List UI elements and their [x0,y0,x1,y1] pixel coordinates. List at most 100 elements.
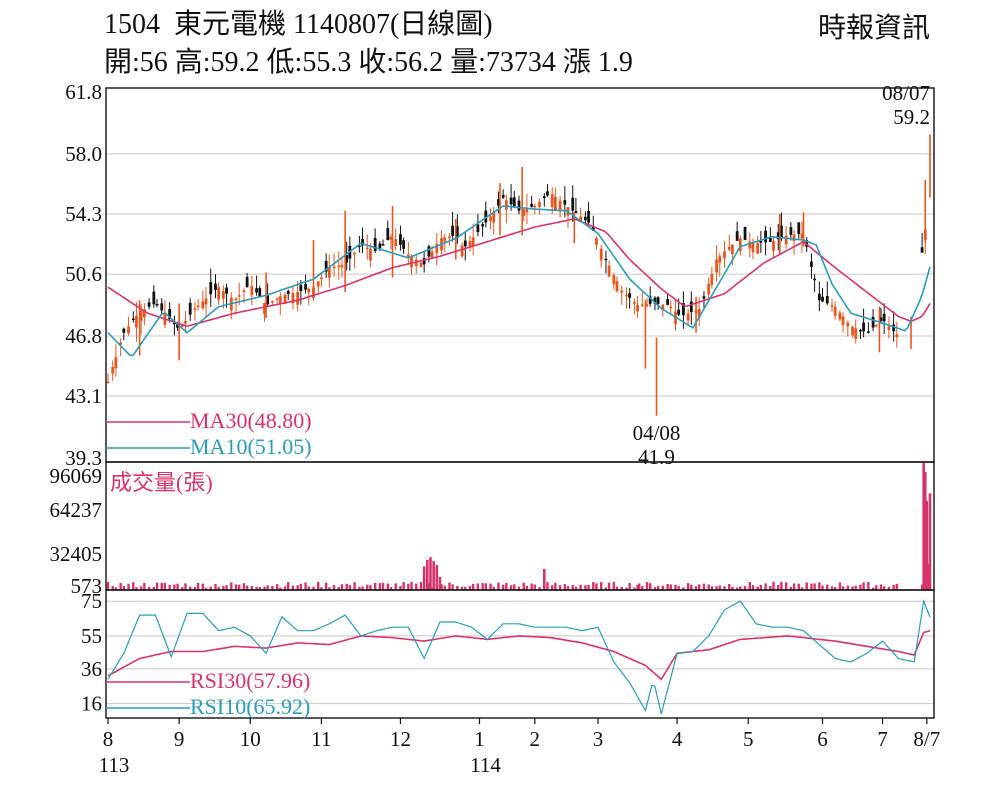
candle-body [271,301,274,303]
volume-bar [337,587,340,590]
volume-bar [797,583,800,590]
candle-body [142,309,146,318]
volume-bar [152,586,156,590]
volume-bar [230,582,233,590]
price-tick-label: 39.3 [65,446,102,470]
candle-body [731,244,734,255]
volume-bar [111,586,114,590]
candle-body [735,231,739,241]
candle-body [587,210,590,223]
volume-bar [283,586,287,590]
candle-body [879,317,883,322]
volume-spike-bar [435,565,439,590]
volume-bar [266,585,269,590]
candle-body [591,226,595,231]
volume-bar [833,587,837,590]
volume-bar [554,582,557,590]
volume-spike-bar [438,576,442,590]
candle-body [188,302,192,315]
volume-bar [443,585,446,590]
candle-body [160,303,164,311]
volume-spike-bar [922,462,925,590]
candle-body [399,234,402,245]
candle-body [595,238,598,245]
candle-body [748,241,752,249]
volume-bar [841,586,845,590]
volume-bar [718,585,721,590]
volume-bar [656,585,660,590]
low-date-label: 04/08 [633,421,681,445]
volume-bar [345,583,348,590]
candle-body [111,366,115,374]
volume-bar [690,584,693,590]
volume-bar [143,582,146,590]
candle-body [327,267,331,278]
candle-body [583,216,587,221]
volume-bar [184,583,187,590]
candle-body [299,284,303,292]
volume-bar [525,585,529,590]
volume-bar [784,582,788,590]
candle-body [661,304,665,311]
candle-body [792,234,796,242]
candle-body [780,225,783,238]
volume-bar [887,586,891,590]
candle-body [553,196,557,210]
volume-bar [867,581,870,590]
volume-spike-bar [925,500,929,590]
candle-body [538,201,541,207]
x-tick-label: 11 [311,727,331,751]
legend-label: MA30(48.80) [190,408,312,433]
candle-body [320,277,323,280]
candle-body [263,302,266,314]
x-tick-label: 10 [240,727,261,751]
rsi-tick-label: 36 [81,657,102,681]
panel-frame [105,589,935,719]
volume-bar [307,586,310,590]
candle-body [152,291,156,305]
candle-body [800,233,804,239]
volume-spike-bar [923,471,927,590]
candle-body [114,357,118,369]
volume-bar [320,587,323,590]
x-tick-label: 4 [672,727,683,751]
volume-spike-bar [928,493,932,590]
candle-body [139,310,143,321]
stock-name: 東元電機 [174,9,287,40]
candle-body [419,262,423,267]
volume-bar [312,586,315,590]
volume-bar [324,582,328,590]
volume-bar [743,586,747,590]
candle-body [810,261,813,267]
candle-body [455,226,459,238]
volume-bar [818,582,821,590]
volume-tick-label: 573 [71,574,103,598]
candle-body [402,240,406,249]
volume-bar [625,587,628,590]
volume-bar [204,587,208,590]
volume-bar [255,586,258,590]
candle-body [481,224,485,227]
volume-bar [612,581,616,590]
volume-bar [361,586,364,590]
candle-body [193,308,197,310]
candle-body [892,324,896,332]
candle-body [340,265,344,268]
volume-bar [147,586,151,590]
candle-body [525,208,529,213]
candle-body [427,246,431,257]
candle-body [571,197,575,211]
volume-bar [399,586,402,590]
candle-body [345,254,349,263]
candle-body [504,200,508,210]
volume-bar [728,584,731,590]
volume-bar [895,583,899,590]
volume-bar [821,585,824,590]
candle-body [389,236,393,240]
volume-bar [546,582,549,590]
candle-body [833,306,837,316]
candle-body [332,266,336,269]
volume-spike-bar [422,566,426,590]
ma10-line [107,205,931,357]
candle-body [237,295,241,297]
